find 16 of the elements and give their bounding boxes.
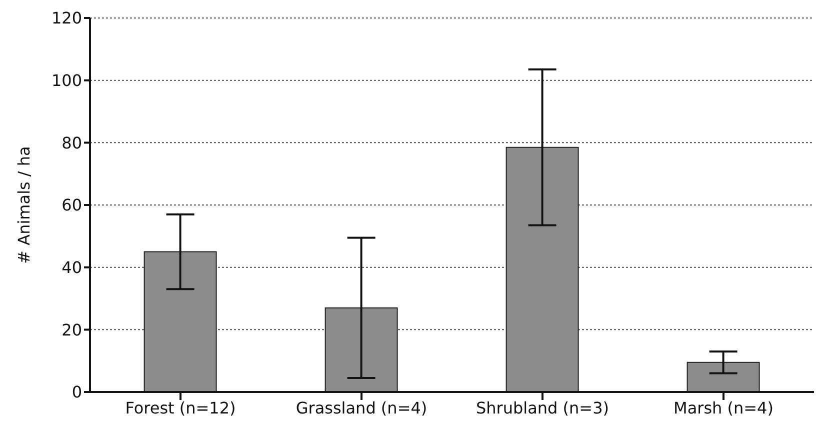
y-tick-label: 60 (62, 196, 82, 215)
y-tick-label: 120 (51, 8, 82, 28)
y-axis-title: # Animals / ha (14, 146, 34, 264)
bar (144, 251, 217, 392)
y-tick-label: 100 (51, 71, 82, 90)
x-tick-label: Forest (n=12) (125, 398, 236, 418)
y-tick-label: 20 (62, 320, 82, 340)
bar (324, 307, 398, 392)
x-tick-label: Grassland (n=4) (296, 398, 428, 418)
bar (686, 362, 760, 392)
bar (506, 146, 579, 392)
y-tick-label: 40 (62, 258, 82, 278)
x-tick-label: Marsh (n=4) (674, 398, 774, 418)
x-tick-label: Shrubland (n=3) (476, 398, 610, 418)
y-tick-label: 0 (72, 382, 82, 402)
y-tick-label: 80 (62, 133, 82, 152)
